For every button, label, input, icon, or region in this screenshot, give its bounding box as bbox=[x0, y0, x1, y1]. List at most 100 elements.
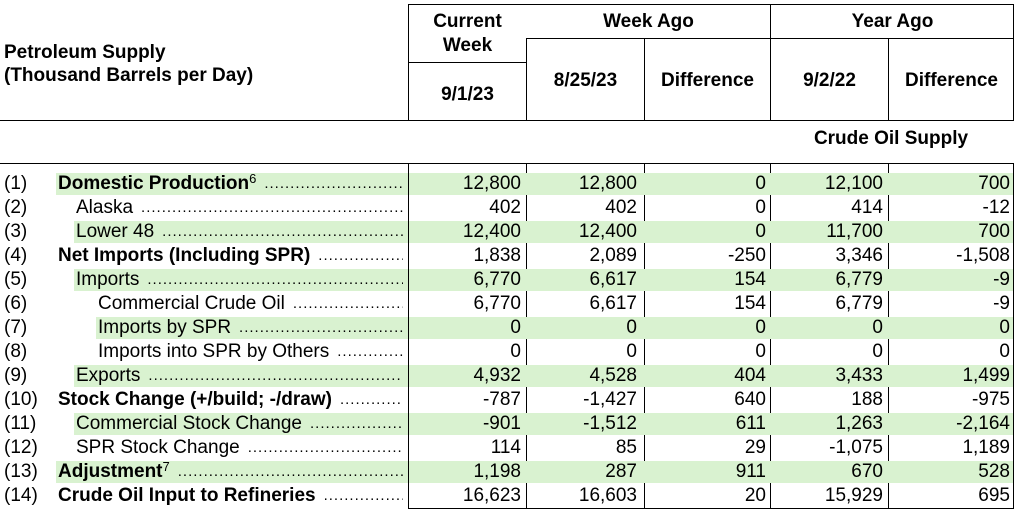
week-ago-cell: 4,528 bbox=[589, 365, 637, 386]
table-title: Petroleum Supply (Thousand Barrels per D… bbox=[4, 41, 253, 87]
year-ago-cell: 3,433 bbox=[835, 365, 883, 386]
row-highlight bbox=[409, 461, 1013, 483]
week-ago-difference-cell: 911 bbox=[735, 461, 766, 482]
current-week-cell: 1,198 bbox=[473, 461, 521, 482]
row-number: (4) bbox=[4, 245, 28, 266]
year-ago-difference-cell: 695 bbox=[978, 485, 1010, 506]
year-ago-difference-cell: -2,164 bbox=[956, 413, 1010, 434]
current-week-cell: 16,623 bbox=[462, 485, 521, 506]
row-label-container: Imports into SPR by Others bbox=[98, 340, 329, 364]
row-label-container: Domestic Production6 bbox=[58, 172, 256, 196]
year-ago-cell: 11,700 bbox=[826, 221, 883, 242]
row-label: Crude Oil Input to Refineries bbox=[58, 485, 316, 506]
week-ago-difference-cell: 29 bbox=[744, 437, 766, 458]
leader-dots: ........................................… bbox=[292, 295, 403, 312]
year-ago-difference-cell: 0 bbox=[999, 341, 1010, 362]
row-label: Commercial Stock Change bbox=[76, 413, 302, 434]
year-ago-cell: 6,779 bbox=[835, 269, 883, 290]
year-ago-cell: 0 bbox=[872, 317, 883, 338]
current-week-cell: 114 bbox=[490, 437, 521, 458]
current-week-cell: 12,800 bbox=[462, 173, 521, 194]
table-row: (9) Exports..............................… bbox=[0, 364, 1014, 388]
section-title: Crude Oil Supply bbox=[813, 128, 969, 149]
row-highlight bbox=[74, 269, 408, 291]
current-week-cell: 0 bbox=[510, 341, 521, 362]
week-ago-cell: 0 bbox=[626, 317, 637, 338]
leader-dots: ........................................… bbox=[309, 415, 403, 432]
year-ago-cell: 15,929 bbox=[824, 485, 883, 506]
current-week-underline bbox=[409, 62, 527, 63]
current-week-cell: 12,400 bbox=[462, 221, 521, 242]
row-highlight bbox=[409, 317, 1013, 339]
table-title-line1: Petroleum Supply bbox=[4, 42, 166, 63]
footnote-marker: 6 bbox=[249, 172, 257, 186]
row-label-cell: Imports by SPR..........................… bbox=[98, 316, 403, 340]
year-ago-difference-cell: 700 bbox=[978, 173, 1010, 194]
current-week-cell: 1,838 bbox=[473, 245, 521, 266]
year-ago-difference-cell: -9 bbox=[993, 269, 1010, 290]
row-label: Adjustment bbox=[58, 461, 163, 482]
row-number: (3) bbox=[4, 221, 28, 242]
leader-dots: ........................................… bbox=[177, 463, 403, 480]
row-label-cell: Adjustment7.............................… bbox=[58, 460, 403, 484]
week-ago-cell: 6,617 bbox=[589, 269, 637, 290]
row-number: (8) bbox=[4, 341, 28, 362]
week-ago-cell: -1,512 bbox=[583, 413, 637, 434]
week-ago-difference-cell: 0 bbox=[755, 341, 766, 362]
row-number: (1) bbox=[4, 173, 28, 194]
week-ago-difference-cell: 404 bbox=[734, 365, 766, 386]
row-highlight bbox=[56, 461, 408, 483]
week-ago-cell: 0 bbox=[626, 341, 637, 362]
row-label-cell: Lower 48................................… bbox=[76, 220, 403, 244]
row-number: (5) bbox=[4, 269, 28, 290]
current-week-cell: 4,932 bbox=[473, 365, 521, 386]
row-highlight bbox=[96, 317, 408, 339]
table-row: (14) Crude Oil Input to Refineries.......… bbox=[0, 484, 1014, 508]
week-ago-difference-cell: 0 bbox=[755, 221, 766, 242]
week-ago-difference-cell: 20 bbox=[744, 485, 766, 506]
row-label-container: SPR Stock Change bbox=[76, 436, 240, 460]
row-number: (2) bbox=[4, 197, 28, 218]
current-week-cell: -901 bbox=[482, 413, 521, 434]
row-label-container: Alaska bbox=[76, 196, 133, 220]
row-label-cell: Crude Oil Input to Refineries...........… bbox=[58, 484, 403, 508]
row-label-container: Crude Oil Input to Refineries bbox=[58, 484, 316, 508]
current-week-cell: 6,770 bbox=[473, 293, 521, 314]
week-ago-cell: 2,089 bbox=[589, 245, 637, 266]
year-ago-header: Year Ago bbox=[851, 11, 934, 32]
table-row: (10) Stock Change (+/build; -/draw)......… bbox=[0, 388, 1014, 412]
week-ago-difference-cell: 154 bbox=[734, 269, 766, 290]
row-label: Net Imports (Including SPR) bbox=[58, 245, 311, 266]
table-row: (3) Lower 48.............................… bbox=[0, 220, 1014, 244]
row-label-container: Commercial Stock Change bbox=[76, 412, 302, 436]
row-label-container: Imports bbox=[76, 268, 139, 292]
row-label-cell: Imports into SPR by Others..............… bbox=[98, 340, 403, 364]
week-ago-cell: 12,800 bbox=[578, 173, 637, 194]
row-highlight bbox=[56, 173, 408, 195]
row-number: (7) bbox=[4, 317, 28, 338]
week-ago-header: Week Ago bbox=[603, 11, 694, 32]
week-ago-difference-cell: 154 bbox=[734, 293, 766, 314]
current-week-header-line1: Current bbox=[433, 11, 502, 32]
current-week-cell: 0 bbox=[510, 317, 521, 338]
table-row: (4) Net Imports (Including SPR)..........… bbox=[0, 244, 1014, 268]
section-divider bbox=[0, 163, 1014, 164]
week-ago-difference-cell: 0 bbox=[755, 317, 766, 338]
current-week-cell: 6,770 bbox=[473, 269, 521, 290]
year-ago-difference-cell: 700 bbox=[978, 221, 1010, 242]
leader-dots: ........................................… bbox=[147, 271, 403, 288]
year-ago-difference-header: Difference bbox=[905, 70, 998, 91]
week-ago-cell: 16,603 bbox=[578, 485, 637, 506]
week-ago-difference-cell: 640 bbox=[734, 389, 766, 410]
row-label: Commercial Crude Oil bbox=[98, 293, 285, 314]
table-row: (1) Domestic Production6.................… bbox=[0, 172, 1014, 196]
leader-dots: ........................................… bbox=[162, 223, 403, 240]
row-label: SPR Stock Change bbox=[76, 437, 240, 458]
row-number: (9) bbox=[4, 365, 28, 386]
col-divider-1-header bbox=[408, 4, 409, 121]
table-bottom-line bbox=[409, 508, 1014, 509]
current-week-date: 9/1/23 bbox=[441, 84, 494, 105]
leader-dots: ........................................… bbox=[239, 319, 403, 336]
table-row: (2) Alaska...............................… bbox=[0, 196, 1014, 220]
